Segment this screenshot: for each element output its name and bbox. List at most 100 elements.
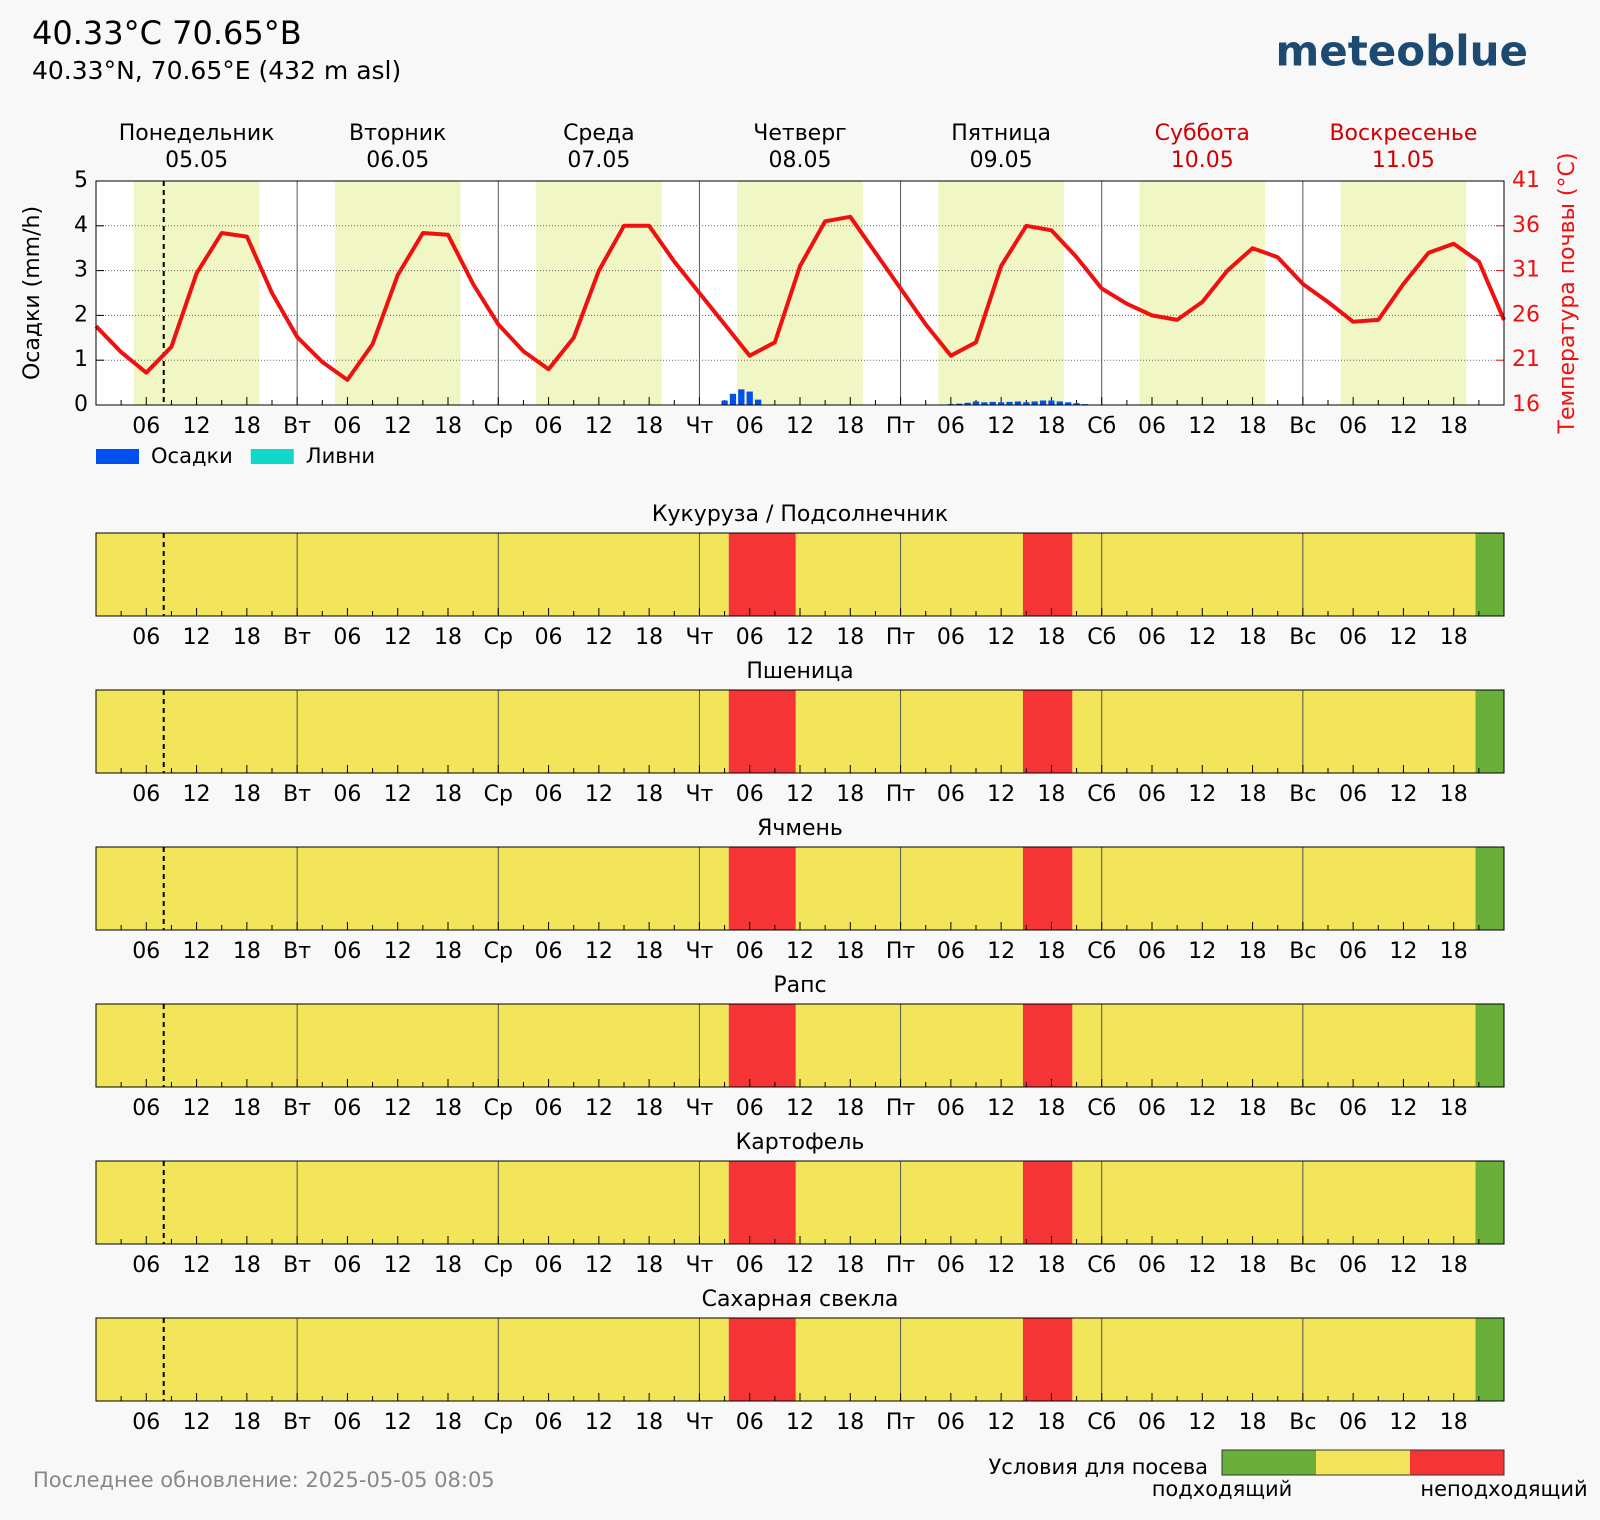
condition-segment xyxy=(728,1161,796,1244)
y-axis-label: Осадки (mm/h) xyxy=(20,206,45,380)
condition-segment xyxy=(1072,1318,1476,1401)
x-tick-label: 06 xyxy=(535,939,563,964)
y2-tick-label: 16 xyxy=(1512,392,1540,417)
x-tick-label: 06 xyxy=(736,414,764,439)
condition-segment xyxy=(96,1161,729,1244)
precip-bar xyxy=(981,402,988,405)
x-tick-label: 18 xyxy=(836,414,864,439)
x-tick-label: 12 xyxy=(1389,414,1417,439)
condition-segment xyxy=(1475,533,1504,616)
x-tick-label: 18 xyxy=(836,1096,864,1121)
x-tick-label: 06 xyxy=(1339,782,1367,807)
x-tick-label: 06 xyxy=(1138,625,1166,650)
x-tick-label: 18 xyxy=(434,414,462,439)
precip-bar xyxy=(746,391,753,405)
condition-segment xyxy=(728,847,796,930)
x-tick-label: 06 xyxy=(937,939,965,964)
condition-segment xyxy=(1072,533,1476,616)
x-tick-label: 12 xyxy=(1389,1410,1417,1435)
precip-bar xyxy=(1039,400,1047,405)
x-tick-label: 12 xyxy=(1389,939,1417,964)
x-tick-label: Вт xyxy=(283,939,311,964)
x-tick-label: 18 xyxy=(233,414,261,439)
x-tick-label: Ср xyxy=(484,414,513,439)
x-tick-label: 06 xyxy=(535,1253,563,1278)
x-tick-label: 12 xyxy=(987,1410,1015,1435)
day-name: Воскресенье xyxy=(1329,121,1477,146)
x-tick-label: Пт xyxy=(886,782,916,807)
y-tick-label: 1 xyxy=(74,347,88,372)
x-tick-label: 12 xyxy=(987,625,1015,650)
x-tick-label: 06 xyxy=(1138,782,1166,807)
panel-border xyxy=(95,689,1505,774)
x-tick-label: 12 xyxy=(183,1096,211,1121)
x-tick-label: 06 xyxy=(333,1253,361,1278)
legend-color xyxy=(1316,1450,1410,1475)
daylight xyxy=(133,181,260,405)
y2-tick-label: 31 xyxy=(1512,258,1540,283)
x-tick-label: 12 xyxy=(1188,414,1216,439)
y-tick-label: 3 xyxy=(74,258,88,283)
x-tick-label: 18 xyxy=(635,1096,663,1121)
x-tick-label: Сб xyxy=(1087,414,1116,439)
x-tick-label: 12 xyxy=(585,414,613,439)
x-tick-label: 18 xyxy=(836,625,864,650)
legend-swatch xyxy=(250,449,294,464)
x-tick-label: 12 xyxy=(786,1410,814,1435)
x-tick-label: 12 xyxy=(1188,625,1216,650)
x-tick-label: 06 xyxy=(132,1410,160,1435)
precip-bar xyxy=(972,401,980,405)
condition-segment xyxy=(795,847,1023,930)
x-tick-label: 06 xyxy=(132,625,160,650)
legend-color xyxy=(1222,1450,1316,1475)
condition-segment xyxy=(1022,1004,1073,1087)
condition-segment xyxy=(96,690,729,773)
y2-axis-label: Температура почвы (°C) xyxy=(1555,153,1580,435)
x-tick-label: Чт xyxy=(685,625,713,650)
x-tick-label: 06 xyxy=(333,939,361,964)
x-tick-label: 12 xyxy=(786,782,814,807)
x-tick-label: 06 xyxy=(333,625,361,650)
x-tick-label: 06 xyxy=(736,782,764,807)
x-tick-label: 06 xyxy=(937,414,965,439)
condition-segment xyxy=(1475,1318,1504,1401)
day-date: 05.05 xyxy=(165,148,228,173)
x-tick-label: 18 xyxy=(434,1410,462,1435)
x-tick-label: 12 xyxy=(987,782,1015,807)
panel-border xyxy=(95,532,1505,617)
condition-segment xyxy=(795,533,1023,616)
precip-bar xyxy=(1073,403,1080,405)
condition-segment xyxy=(1072,690,1476,773)
temperature-line xyxy=(94,214,1506,382)
x-tick-label: Вт xyxy=(283,782,311,807)
panel-title: Ячмень xyxy=(757,816,843,841)
x-tick-label: 12 xyxy=(183,782,211,807)
x-tick-label: 18 xyxy=(434,782,462,807)
x-tick-label: 18 xyxy=(836,939,864,964)
x-tick-label: 12 xyxy=(384,939,412,964)
x-tick-label: Сб xyxy=(1087,625,1116,650)
legend-label: Осадки xyxy=(151,444,233,468)
x-tick-label: 12 xyxy=(1389,625,1417,650)
day-name: Пятница xyxy=(951,121,1051,146)
x-tick-label: 18 xyxy=(434,1096,462,1121)
x-tick-label: 18 xyxy=(1037,939,1065,964)
x-tick-label: Чт xyxy=(685,939,713,964)
x-tick-label: 06 xyxy=(736,1096,764,1121)
x-tick-label: 12 xyxy=(1188,1410,1216,1435)
day-name: Вторник xyxy=(349,121,446,146)
panel-title: Картофель xyxy=(736,1130,865,1155)
x-tick-label: 12 xyxy=(384,1410,412,1435)
x-tick-label: 06 xyxy=(937,1410,965,1435)
x-tick-label: 18 xyxy=(1239,414,1267,439)
panel-title: Кукуруза / Подсолнечник xyxy=(652,502,948,527)
day-date: 09.05 xyxy=(970,148,1033,173)
x-tick-label: 12 xyxy=(183,939,211,964)
day-name: Четверг xyxy=(753,121,846,146)
x-tick-label: 12 xyxy=(384,625,412,650)
x-tick-label: 12 xyxy=(585,1096,613,1121)
x-tick-label: 12 xyxy=(786,1253,814,1278)
y-tick-label: 4 xyxy=(74,213,88,238)
x-tick-label: 18 xyxy=(1239,1096,1267,1121)
